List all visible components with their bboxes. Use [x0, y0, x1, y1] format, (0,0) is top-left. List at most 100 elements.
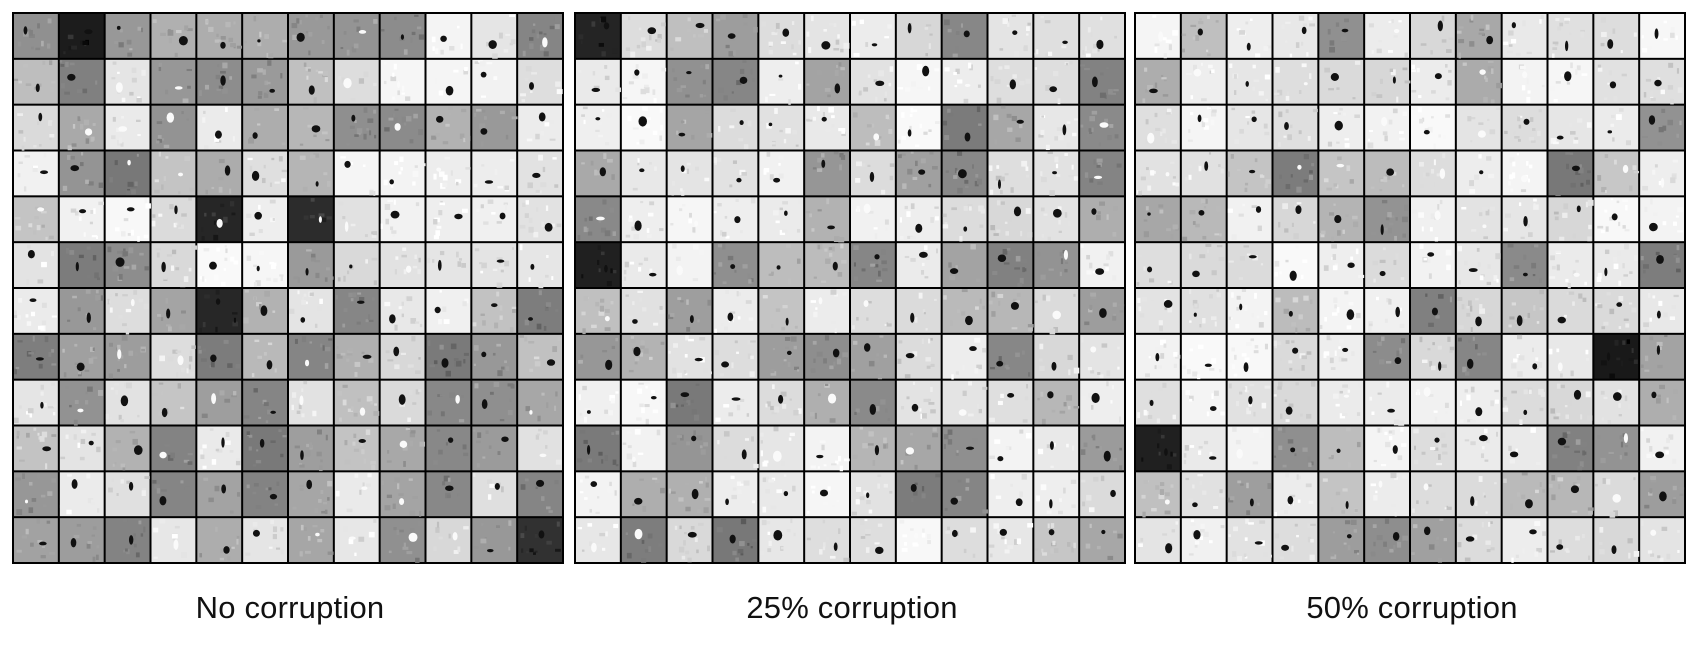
filter-tile-texture	[883, 354, 888, 358]
filter-tile-texture	[1478, 32, 1485, 35]
filter-tile-texture	[759, 551, 765, 555]
filter-tile	[151, 14, 196, 58]
filter-tile-texture	[1188, 164, 1192, 169]
filter-tile-texture	[811, 490, 815, 494]
filter-tile-feature	[910, 312, 915, 323]
filter-tile-texture	[188, 197, 193, 201]
filter-tile-texture	[352, 276, 359, 283]
filter-tile-texture	[1293, 233, 1299, 240]
filter-tile-texture	[760, 440, 763, 444]
filter-tile-texture	[687, 28, 691, 33]
filter-tile-feature	[251, 170, 260, 181]
filter-tile-texture	[1503, 227, 1509, 232]
filter-tile-texture	[976, 403, 980, 409]
filter-tile-texture	[914, 464, 918, 470]
grid-lines	[12, 12, 564, 564]
filter-tile-texture	[68, 45, 73, 51]
filter-tile-texture	[1578, 293, 1583, 299]
filter-tile-background	[1456, 14, 1501, 58]
filter-tile-feature	[1656, 310, 1661, 319]
filter-tile-texture	[1308, 16, 1313, 21]
filter-tile-texture	[343, 31, 347, 35]
filter-tile-texture	[1166, 464, 1172, 470]
filter-tile-texture	[544, 122, 550, 127]
filter-tile-texture	[768, 273, 773, 276]
filter-tile-texture	[778, 173, 784, 179]
filter-tile-background	[1456, 426, 1501, 471]
filter-tile-texture	[855, 499, 860, 505]
filter-tile-background	[713, 105, 758, 150]
filter-tile-texture	[600, 16, 607, 23]
filter-tile	[1227, 197, 1272, 242]
filter-tile-texture	[1198, 166, 1202, 172]
filter-tile-texture	[1532, 347, 1535, 353]
filter-tile-texture	[390, 226, 394, 231]
filter-tile-texture	[299, 20, 302, 25]
filter-tile-feature	[1522, 272, 1528, 277]
filter-tile-texture	[410, 37, 413, 43]
filter-tile-background	[1548, 243, 1593, 287]
filter-tile-texture	[1445, 97, 1450, 101]
filter-tile-texture	[681, 555, 686, 560]
filter-tile-texture	[200, 227, 204, 232]
filter-tile-texture	[914, 160, 918, 167]
filter-tile-texture	[1562, 212, 1568, 218]
filter-tile-feature	[1654, 79, 1662, 87]
filter-tile-texture	[47, 491, 53, 496]
filter-tile-texture	[1301, 63, 1307, 68]
filter-tile-texture	[536, 33, 540, 39]
filter-tile-feature	[650, 396, 657, 400]
filter-tile-feature	[40, 170, 49, 175]
filter-tile-texture	[1295, 382, 1299, 386]
filter-tile-texture	[687, 17, 691, 22]
filter-tile-background	[518, 59, 562, 104]
filter-tile-texture	[681, 169, 687, 174]
filter-tile-texture	[897, 87, 904, 90]
filter-tile-texture	[1006, 366, 1010, 370]
filter-tile-feature	[1475, 407, 1483, 417]
filter-tile	[1080, 380, 1124, 425]
filter-tile-texture	[1188, 253, 1192, 260]
filter-tile-texture	[1345, 427, 1351, 432]
filter-tile-texture	[1170, 451, 1173, 457]
filter-tile-texture	[1586, 122, 1592, 128]
filter-tile-texture	[1285, 40, 1288, 43]
filter-tile-texture	[1553, 211, 1559, 215]
filter-tile-texture	[172, 349, 178, 354]
filter-tile-feature	[538, 530, 545, 539]
filter-tile-feature	[922, 65, 930, 77]
filter-tile	[14, 426, 58, 471]
filter-tile-texture	[609, 207, 615, 213]
filter-tile-texture	[1264, 310, 1268, 316]
filter-tile-texture	[593, 85, 600, 90]
filter-tile-texture	[111, 135, 116, 140]
filter-tile-texture	[327, 480, 333, 487]
filter-tile-texture	[604, 327, 611, 332]
filter-tile-texture	[823, 29, 827, 32]
filter-tile-texture	[255, 505, 262, 509]
filter-tile-texture	[678, 497, 684, 502]
filter-tile-texture	[1486, 313, 1493, 317]
filter-tile-texture	[889, 66, 894, 72]
filter-tile-texture	[633, 233, 639, 240]
filter-tile-texture	[1233, 373, 1238, 377]
filter-tile-texture	[1385, 441, 1391, 448]
filter-tile-texture	[181, 310, 186, 314]
filter-tile-texture	[1333, 393, 1339, 399]
filter-tile-texture	[843, 458, 850, 462]
filter-tile-texture	[1278, 445, 1283, 451]
filter-tile-texture	[1143, 219, 1148, 222]
filter-tile-texture	[1601, 326, 1606, 330]
filter-tile-texture	[1570, 131, 1576, 135]
filter-tile-texture	[119, 28, 123, 33]
filter-tile-texture	[1192, 221, 1196, 225]
filter-tile-texture	[1663, 312, 1668, 318]
filter-tile-texture	[659, 135, 663, 141]
filter-tile-texture	[1117, 533, 1123, 539]
filter-tile-texture	[858, 92, 862, 96]
filter-tile-texture	[745, 300, 752, 304]
filter-tile-texture	[1575, 170, 1581, 175]
filter-tile-texture	[942, 224, 949, 229]
filter-tile-texture	[1640, 364, 1644, 368]
filter-tile-texture	[686, 400, 691, 406]
